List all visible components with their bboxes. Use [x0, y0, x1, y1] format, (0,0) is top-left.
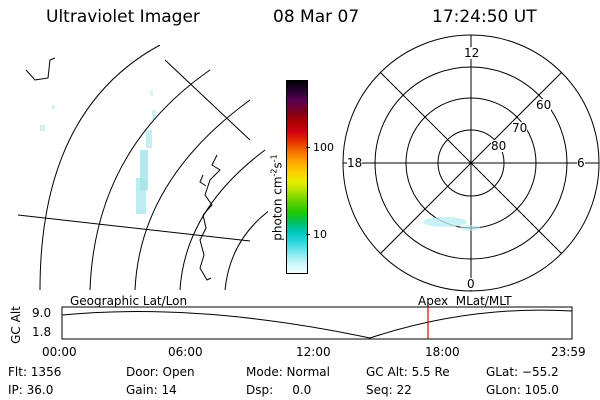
status-seq: Seq: 22 — [366, 383, 412, 397]
timeline-xtick: 18:00 — [425, 345, 460, 359]
polar-diagonal — [379, 71, 563, 255]
status-gcalt: GC Alt: 5.5 Re — [366, 365, 450, 379]
longitude-lines — [18, 59, 251, 242]
mlt-label-6: 6 — [577, 156, 585, 170]
status-dsp: Dsp: 0.0 — [246, 383, 312, 397]
mlt-label-12: 12 — [464, 46, 480, 60]
colorbar-tick — [306, 234, 310, 235]
date-label: 08 Mar 07 — [273, 7, 360, 27]
aurora-emission — [40, 60, 156, 214]
status-door: Door: Open — [126, 365, 195, 379]
status-flt: Flt: 1356 — [8, 365, 62, 379]
geographic-label: Geographic Lat/Lon — [70, 294, 188, 308]
timeline-ytick: 9.0 — [32, 306, 52, 320]
colorbar — [286, 80, 308, 274]
status-glon: GLon: 105.0 — [486, 383, 559, 397]
mlt-label-0: 0 — [467, 277, 475, 291]
timeline-xtick: 00:00 — [42, 345, 77, 359]
timeline-xtick: 06:00 — [168, 345, 203, 359]
latitude-arcs — [39, 45, 268, 290]
timeline-ytick: 1.8 — [32, 325, 52, 339]
colorbar-gradient — [287, 81, 307, 273]
altitude-curve — [61, 309, 573, 339]
colorbar-tick — [306, 147, 310, 148]
time-label: 17:24:50 UT — [432, 7, 537, 27]
timeline-frame — [61, 306, 573, 340]
polar-aurora — [423, 217, 480, 231]
apex-label: Apex MLat/MLT — [418, 294, 512, 308]
instrument-title: Ultraviolet Imager — [46, 7, 200, 27]
timeline-xtick: 12:00 — [296, 345, 331, 359]
timeline-xtick: 23:59 — [551, 345, 586, 359]
lat-label-70: 70 — [512, 121, 528, 135]
status-gain: Gain: 14 — [126, 383, 177, 397]
colorbar-tick-label: 10 — [313, 228, 327, 241]
lat-label-80: 80 — [491, 139, 507, 153]
colorbar-tick-label: 100 — [313, 141, 334, 154]
status-ip: IP: 36.0 — [8, 383, 54, 397]
mlt-label-18: 18 — [347, 156, 363, 170]
lat-label-60: 60 — [536, 98, 552, 112]
status-glat: GLat: −55.2 — [486, 365, 559, 379]
coastline — [25, 57, 221, 281]
status-mode: Mode: Normal — [246, 365, 330, 379]
